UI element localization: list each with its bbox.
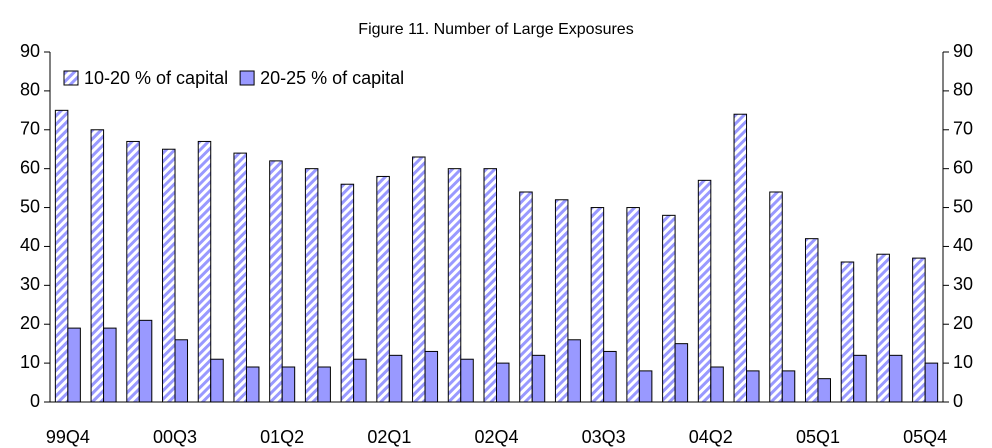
bar	[912, 257, 926, 403]
bar	[412, 156, 426, 403]
bar	[674, 343, 689, 403]
y-tick-label: 60	[20, 157, 40, 177]
bar	[638, 370, 653, 403]
bar	[697, 179, 712, 403]
bar	[840, 261, 855, 403]
bar	[733, 113, 748, 403]
bar	[103, 327, 117, 403]
bar	[126, 140, 140, 403]
bar	[603, 350, 617, 403]
bar	[424, 350, 439, 403]
y-tick-label: 20	[20, 313, 40, 333]
bar	[888, 354, 903, 403]
bar	[483, 168, 497, 403]
y-tick-label: 80	[20, 80, 40, 100]
bar	[519, 191, 533, 403]
y2-tick-label: 90	[953, 41, 973, 61]
y2-tick-label: 50	[953, 196, 973, 216]
bar	[804, 238, 819, 403]
y-tick-label: 50	[20, 196, 40, 216]
bar	[590, 207, 605, 403]
y2-tick-label: 10	[953, 352, 973, 372]
bar	[340, 183, 355, 403]
bar	[281, 366, 296, 403]
y-tick-label: 90	[20, 41, 40, 61]
bar	[817, 378, 831, 403]
bar	[876, 253, 890, 403]
x-tick-label: 03Q3	[582, 427, 626, 447]
bar	[54, 109, 69, 403]
bar	[90, 129, 105, 403]
x-tick-label: 02Q1	[367, 427, 411, 447]
chart-title: Figure 11. Number of Large Exposures	[358, 21, 633, 38]
bar	[197, 140, 212, 403]
y-tick-label: 0	[30, 391, 40, 411]
bar	[376, 175, 390, 403]
bar	[924, 362, 939, 403]
x-tick-label: 02Q4	[474, 427, 518, 447]
y2-tick-label: 0	[953, 391, 963, 411]
y-tick-label: 40	[20, 235, 40, 255]
y2-tick-label: 20	[953, 313, 973, 333]
bar	[769, 191, 783, 403]
y2-tick-label: 60	[953, 157, 973, 177]
bar	[626, 207, 640, 403]
bar	[710, 366, 724, 403]
bar	[567, 339, 581, 403]
bar	[317, 366, 331, 403]
bar	[269, 160, 283, 403]
x-tick-label: 05Q1	[796, 427, 840, 447]
bar	[662, 214, 676, 403]
bar	[746, 370, 760, 403]
x-tick-label: 99Q4	[46, 427, 90, 447]
bar	[781, 370, 796, 403]
y-tick-label: 10	[20, 352, 40, 372]
x-tick-label: 05Q4	[903, 427, 947, 447]
bar	[460, 358, 474, 403]
bar	[304, 168, 319, 403]
legend-label: 20-25 % of capital	[260, 68, 404, 88]
bar	[67, 327, 81, 403]
y2-tick-label: 40	[953, 235, 973, 255]
legend-swatch	[63, 70, 79, 86]
bar	[447, 168, 462, 403]
bar	[531, 354, 546, 403]
bar	[138, 319, 153, 403]
bar	[233, 152, 247, 403]
y2-tick-label: 30	[953, 274, 973, 294]
legend-swatch	[239, 70, 255, 86]
bar	[496, 362, 510, 403]
bar	[353, 358, 367, 403]
y-tick-label: 70	[20, 119, 40, 139]
y2-tick-label: 80	[953, 80, 973, 100]
x-tick-label: 01Q2	[260, 427, 304, 447]
y-tick-label: 30	[20, 274, 40, 294]
y2-tick-label: 70	[953, 119, 973, 139]
legend-label: 10-20 % of capital	[84, 68, 228, 88]
bar	[554, 199, 569, 403]
x-tick-label: 04Q2	[689, 427, 733, 447]
bar	[162, 148, 176, 403]
bar	[210, 358, 224, 403]
bar	[174, 339, 189, 403]
bar	[388, 354, 403, 403]
bar	[245, 366, 260, 403]
bar	[853, 354, 867, 403]
x-tick-label: 00Q3	[153, 427, 197, 447]
